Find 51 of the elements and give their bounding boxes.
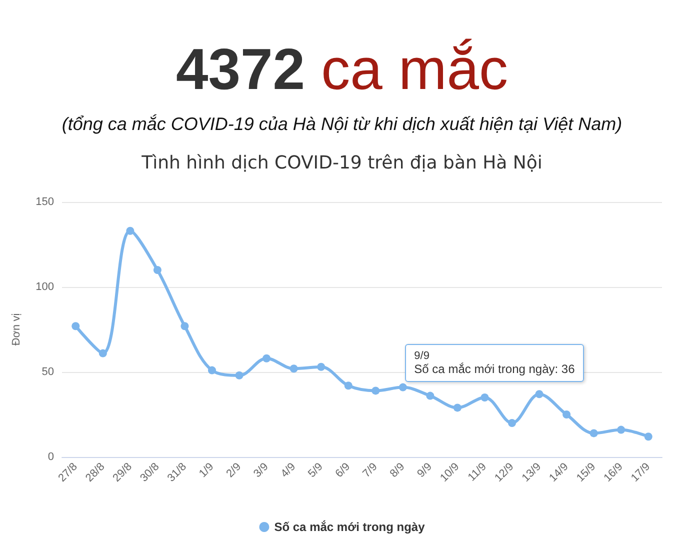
chart-subtitle: (tổng ca mắc COVID-19 của Hà Nội từ khi dịch xuất hiện tại Việt Nam) [60,114,624,135]
point [344,382,352,390]
point [617,426,626,434]
x-tick-label: 6/9 [333,460,353,480]
point [235,371,244,380]
point [208,366,216,374]
legend-label: Số ca mắc mới trong ngày [274,520,426,534]
x-tick-label: 17/9 [628,460,653,484]
x-tick-label: 13/9 [520,460,544,484]
point [644,432,652,441]
x-tick-label: 14/9 [547,460,571,484]
chart-title: Tình hình dịch COVID-19 trên địa bàn Hà Nội [140,152,542,174]
x-tick-label: 1/9 [196,460,216,480]
point [372,386,380,395]
point [98,349,107,358]
x-tick-label: 4/9 [278,460,298,480]
point [562,410,571,418]
point [426,392,434,400]
y-axis-title: Đơn vị [10,313,22,346]
x-tick-label: 3/9 [251,460,271,480]
point [317,362,326,371]
x-tick-label: 16/9 [602,460,626,484]
y-tick-label: 50 [42,366,54,378]
point [180,322,189,330]
point [508,419,516,427]
point [126,226,134,235]
point [290,364,298,373]
x-tick-label: 7/9 [360,460,380,480]
x-tick-label: 10/9 [438,460,462,484]
x-tick-label: 31/8 [165,460,189,484]
point [590,429,598,438]
point [398,383,407,392]
point [262,354,271,362]
point [535,390,544,398]
point [480,394,489,402]
x-tick-label: 30/8 [138,460,162,484]
x-tick-label: 9/9 [415,460,434,480]
x-tick-label: 8/9 [388,460,408,480]
x-tick-label: 12/9 [492,460,516,484]
point [453,404,462,412]
annotation: 9/9 Số ca mắc mới trong ngày: 36 [414,350,575,376]
y-tick-label: 0 [48,451,54,463]
x-tick-label: 11/9 [466,460,489,484]
point [153,266,162,274]
x-tick-label: 2/9 [224,460,244,480]
y-tick-label: 150 [36,196,54,208]
point [72,322,80,330]
y-tick-label: 100 [36,281,54,293]
x-tick-label: 15/9 [574,460,598,484]
text: 4372 ca mắc [176,37,508,102]
x-tick-label: 5/9 [306,460,326,480]
